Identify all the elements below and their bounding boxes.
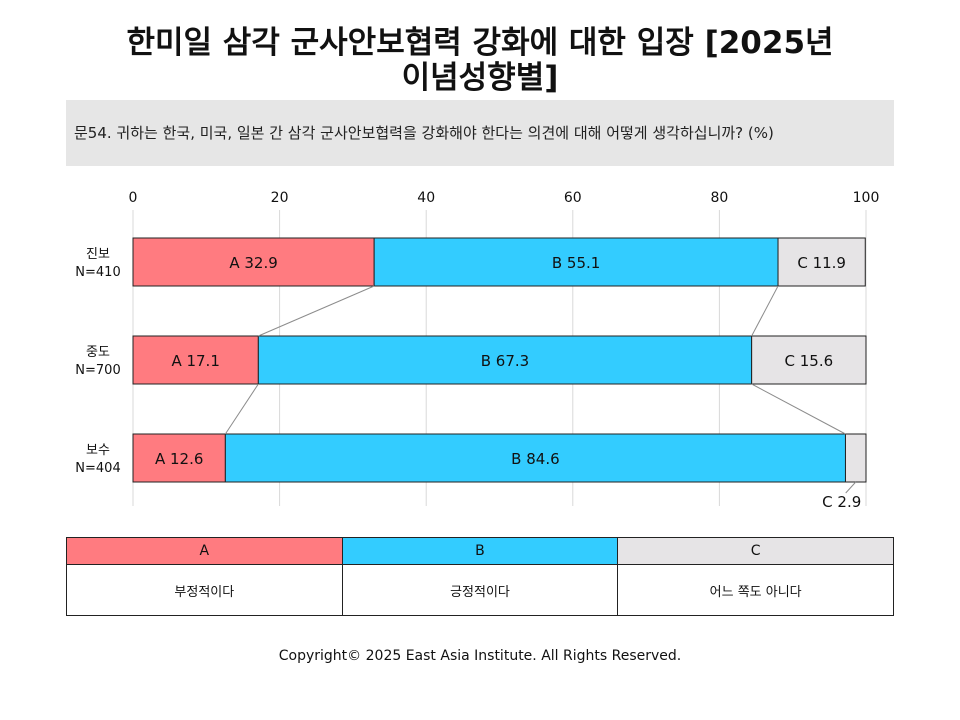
x-tick-label: 80 <box>710 190 728 206</box>
connector-line <box>751 285 779 337</box>
data-label: C 2.9 <box>822 493 861 511</box>
bar-segment <box>777 237 866 287</box>
category-label: 중도 <box>86 345 110 360</box>
x-tick-label: 60 <box>564 190 582 206</box>
data-label: B 55.1 <box>552 254 600 272</box>
copyright-footer: Copyright© 2025 East Asia Institute. All… <box>278 648 682 664</box>
data-label: A 17.1 <box>171 352 219 370</box>
legend-label-a: 부정적이다 <box>66 564 343 616</box>
question-box: 문54. 귀하는 한국, 미국, 일본 간 삼각 군사안보협력을 강화해야 한다… <box>66 100 894 166</box>
connector-line <box>224 383 259 435</box>
connector-line <box>258 285 375 337</box>
data-label: A 12.6 <box>155 450 203 468</box>
category-n-label: N=404 <box>75 461 120 476</box>
category-label: 보수 <box>86 443 110 458</box>
x-tick-label: 40 <box>417 190 435 206</box>
bar-segment <box>751 335 867 385</box>
chart-title-line2: 이념성향별] <box>401 60 559 96</box>
data-label: B 84.6 <box>511 450 559 468</box>
connector-line <box>751 383 846 435</box>
legend-label-c: 어느 쪽도 아니다 <box>617 564 894 616</box>
category-label: 진보 <box>86 247 110 262</box>
category-n-label: N=700 <box>75 363 120 378</box>
data-label: A 32.9 <box>229 254 277 272</box>
data-label: B 67.3 <box>481 352 529 370</box>
x-tick-label: 0 <box>129 190 138 206</box>
legend-key-a: A <box>66 537 343 565</box>
legend-table: A B C 부정적이다 긍정적이다 어느 쪽도 아니다 <box>66 537 894 616</box>
bar-segment <box>844 433 867 483</box>
bar-segment <box>132 335 259 385</box>
category-n-label: N=410 <box>75 265 120 280</box>
legend-label-b: 긍정적이다 <box>341 564 619 616</box>
x-tick-label: 100 <box>853 190 880 206</box>
bar-segment <box>257 335 753 385</box>
legend-key-b: B <box>341 537 619 565</box>
chart-title-line1: 한미일 삼각 군사안보협력 강화에 대한 입장 [2025년 <box>126 25 834 61</box>
stacked-bar-chart: 0 20 40 60 80 100 진보 N=410 중도 N=700 보수 N=404 A 32.9 B… <box>75 190 880 511</box>
legend-key-c: C <box>617 537 894 565</box>
bar-segment <box>132 433 226 483</box>
data-label: C 11.9 <box>797 254 846 272</box>
question-text: 문54. 귀하는 한국, 미국, 일본 간 삼각 군사안보협력을 강화해야 한다… <box>74 124 774 142</box>
callout-line <box>845 481 857 494</box>
data-label: C 15.6 <box>785 352 834 370</box>
x-tick-label: 20 <box>271 190 289 206</box>
